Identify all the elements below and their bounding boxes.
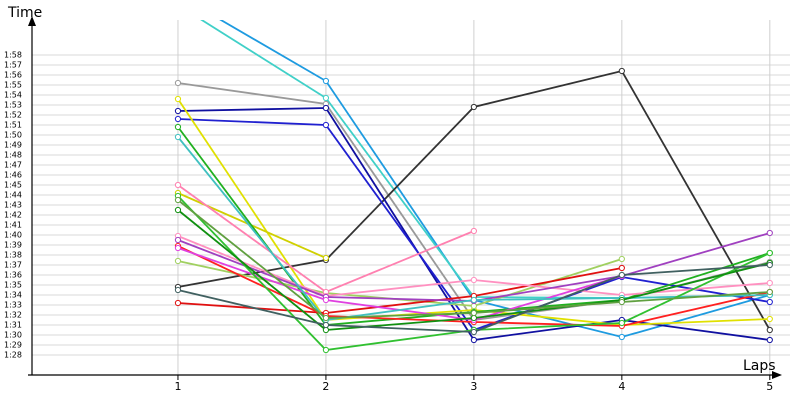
point bbox=[470, 296, 477, 304]
point bbox=[470, 309, 477, 317]
y-tick-label: 1:55 bbox=[4, 81, 22, 90]
x-tick-label: 2 bbox=[322, 380, 329, 393]
point bbox=[322, 77, 330, 85]
y-tick-label: 1:52 bbox=[4, 111, 22, 120]
y-tick-label: 1:33 bbox=[4, 301, 22, 310]
x-tick-label: 1 bbox=[174, 380, 181, 393]
point bbox=[618, 333, 625, 341]
point bbox=[618, 67, 625, 75]
y-tick-label: 1:38 bbox=[4, 251, 22, 260]
point bbox=[470, 227, 477, 235]
point bbox=[766, 326, 773, 334]
point bbox=[174, 236, 182, 244]
point bbox=[174, 79, 182, 87]
point bbox=[174, 133, 182, 141]
y-tick-label: 1:37 bbox=[4, 261, 22, 270]
point bbox=[766, 336, 773, 344]
y-tick-label: 1:28 bbox=[4, 351, 22, 360]
point bbox=[174, 244, 182, 252]
x-tick-label: 4 bbox=[618, 380, 625, 393]
grid bbox=[32, 20, 790, 375]
point bbox=[174, 181, 182, 189]
point bbox=[174, 123, 182, 131]
point bbox=[174, 299, 182, 307]
point bbox=[766, 315, 773, 323]
point bbox=[322, 121, 330, 129]
point bbox=[618, 255, 625, 263]
y-tick-label: 1:54 bbox=[4, 91, 22, 100]
y-tick-label: 1:45 bbox=[4, 181, 22, 190]
y-tick-label: 1:49 bbox=[4, 141, 22, 150]
point bbox=[174, 196, 182, 204]
x-tick-label: 5 bbox=[766, 380, 773, 393]
y-tick-label: 1:40 bbox=[4, 231, 22, 240]
y-tick-label: 1:39 bbox=[4, 241, 22, 250]
point bbox=[174, 206, 182, 214]
point bbox=[766, 249, 773, 257]
point bbox=[322, 94, 330, 102]
y-tick-label: 1:57 bbox=[4, 61, 22, 70]
y-tick-label: 1:48 bbox=[4, 151, 22, 160]
point bbox=[766, 229, 773, 237]
point bbox=[618, 271, 625, 279]
y-tick-label: 1:53 bbox=[4, 101, 22, 110]
y-tick-label: 1:36 bbox=[4, 271, 22, 280]
point bbox=[322, 254, 330, 262]
y-arrow bbox=[28, 16, 36, 26]
y-tick-label: 1:50 bbox=[4, 131, 22, 140]
x-axis-label: Laps bbox=[743, 358, 776, 374]
series-layer bbox=[174, 2, 773, 354]
y-tick-label: 1:42 bbox=[4, 211, 22, 220]
y-tick-label: 1:35 bbox=[4, 281, 22, 290]
point bbox=[174, 257, 182, 265]
y-tick-label: 1:30 bbox=[4, 331, 22, 340]
point bbox=[322, 296, 330, 304]
y-tick-label: 1:47 bbox=[4, 161, 22, 170]
point bbox=[174, 115, 182, 123]
y-axis-label: Time bbox=[7, 5, 42, 21]
point bbox=[470, 336, 477, 344]
y-tick-label: 1:46 bbox=[4, 171, 22, 180]
y-tick-label: 1:32 bbox=[4, 311, 22, 320]
point bbox=[175, 2, 180, 7]
point bbox=[322, 346, 330, 354]
point bbox=[322, 321, 330, 329]
point bbox=[174, 286, 182, 294]
y-tick-label: 1:29 bbox=[4, 341, 22, 350]
y-tick-label: 1:41 bbox=[4, 221, 22, 230]
point bbox=[174, 95, 182, 103]
point bbox=[470, 328, 477, 336]
point bbox=[618, 319, 625, 327]
y-tick-label: 1:43 bbox=[4, 201, 22, 210]
x-tick-label: 3 bbox=[470, 380, 477, 393]
point bbox=[766, 288, 773, 296]
point bbox=[470, 276, 477, 284]
y-tick-label: 1:58 bbox=[4, 51, 22, 60]
point bbox=[322, 314, 330, 322]
point bbox=[618, 264, 625, 272]
point bbox=[766, 298, 773, 306]
y-tick-label: 1:31 bbox=[4, 321, 22, 330]
point bbox=[322, 326, 330, 334]
point bbox=[322, 104, 330, 112]
point bbox=[618, 298, 625, 306]
point bbox=[470, 302, 477, 310]
y-tick-label: 1:34 bbox=[4, 291, 22, 300]
point bbox=[470, 314, 477, 322]
y-tick-label: 1:51 bbox=[4, 121, 22, 130]
y-tick-label: 1:56 bbox=[4, 71, 22, 80]
point bbox=[766, 261, 773, 269]
y-tick-label: 1:44 bbox=[4, 191, 22, 200]
point bbox=[470, 103, 477, 111]
point bbox=[766, 279, 773, 287]
x-arrow bbox=[772, 371, 782, 379]
point bbox=[174, 107, 182, 115]
